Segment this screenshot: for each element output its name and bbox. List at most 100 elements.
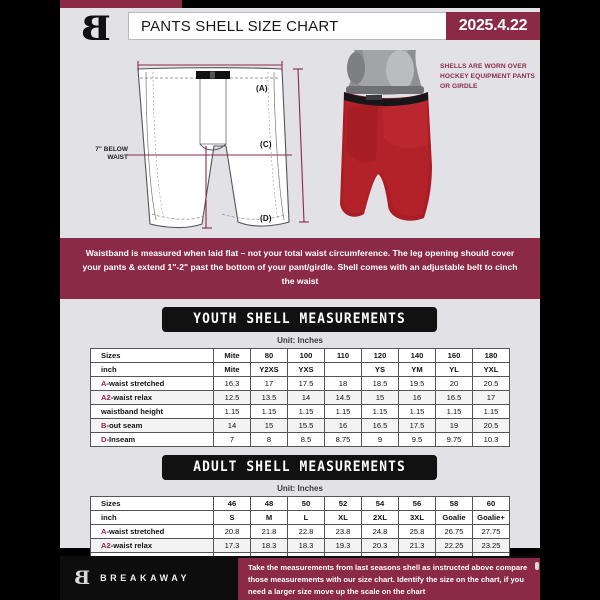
table-cell: 2XL bbox=[361, 509, 399, 525]
table-cell: 18.3 bbox=[287, 537, 325, 553]
photo-note: SHELLS ARE WORN OVER HOCKEY EQUIPMENT PA… bbox=[440, 63, 536, 91]
table-row: B-out seam 14 15 15.5 16 16.5 17.5 19 20.5 bbox=[90, 417, 510, 433]
table-cell: 60 bbox=[472, 495, 510, 511]
table-cell: YM bbox=[398, 361, 436, 377]
table-cell: 26.75 bbox=[435, 523, 473, 539]
table-cell: 14 bbox=[287, 389, 325, 405]
measure-code: A bbox=[101, 378, 107, 388]
table-cell: Mite bbox=[213, 361, 251, 377]
table-cell: 23.25 bbox=[472, 537, 510, 553]
table-cell: 18 bbox=[324, 375, 362, 391]
header: B PANTS SHELL SIZE CHART 2025.4.22 bbox=[60, 8, 540, 49]
table-cell: 1.15 bbox=[324, 403, 362, 419]
table-cell: 9 bbox=[361, 431, 399, 447]
diagram-label-c: (C) bbox=[260, 140, 272, 149]
table-cell: YL bbox=[435, 361, 473, 377]
table-cell: 22.8 bbox=[287, 523, 325, 539]
diagram-label-d: (D) bbox=[260, 214, 272, 223]
diagram-area: (A) (B) (C) (D) 7" BELOW WAIST bbox=[60, 42, 540, 238]
date-badge: 2025.4.22 bbox=[446, 12, 540, 40]
table-cell bbox=[324, 361, 362, 377]
table-row: A-waist stretched 20.8 21.8 22.8 23.8 24.8 25.… bbox=[90, 523, 510, 539]
product-photo bbox=[340, 50, 432, 221]
measure-code: A2 bbox=[101, 392, 111, 402]
table-cell: Y2XS bbox=[250, 361, 288, 377]
table-cell: 12.5 bbox=[213, 389, 251, 405]
table-cell: 8.5 bbox=[287, 431, 325, 447]
table-cell: 25.8 bbox=[398, 523, 436, 539]
table-cell: 14 bbox=[213, 417, 251, 433]
table-cell: 20.3 bbox=[361, 537, 399, 553]
pants-technical-drawing bbox=[126, 61, 309, 229]
content-panel: B PANTS SHELL SIZE CHART 2025.4.22 bbox=[60, 8, 540, 595]
table-cell: 80 bbox=[250, 347, 288, 363]
table-cell: 8.75 bbox=[324, 431, 362, 447]
table-cell: 21.8 bbox=[250, 523, 288, 539]
table-cell: 1.15 bbox=[398, 403, 436, 419]
table-cell: L bbox=[287, 509, 325, 525]
row-label: waistband height bbox=[90, 403, 214, 419]
table-cell: 22.25 bbox=[435, 537, 473, 553]
table-cell: Mite bbox=[213, 347, 251, 363]
scroll-indicator[interactable] bbox=[535, 562, 539, 570]
table-cell: 17.3 bbox=[213, 537, 251, 553]
table-cell: Goalie bbox=[435, 509, 473, 525]
table-cell: 21.3 bbox=[398, 537, 436, 553]
table-cell: 17 bbox=[250, 375, 288, 391]
table-cell: 17.5 bbox=[287, 375, 325, 391]
table-cell: 1.15 bbox=[361, 403, 399, 419]
table-cell: 15 bbox=[250, 417, 288, 433]
table-cell: M bbox=[250, 509, 288, 525]
table-cell: 19.5 bbox=[398, 375, 436, 391]
table-row: D-Inseam 7 8 8.5 8.75 9 9.5 9.75 10.3 bbox=[90, 431, 510, 447]
table-cell: 3XL bbox=[398, 509, 436, 525]
table-cell: 1.15 bbox=[250, 403, 288, 419]
footer-brand: B BREAKAWAY bbox=[74, 556, 374, 600]
table-cell: 1.15 bbox=[472, 403, 510, 419]
table-cell: 9.5 bbox=[398, 431, 436, 447]
table-row: A2-waist relax 12.5 13.5 14 14.5 15 16 16.5 17 bbox=[90, 389, 510, 405]
table-cell: 16.5 bbox=[435, 389, 473, 405]
youth-unit-label: Unit: Inches bbox=[277, 335, 323, 345]
table-row: inch S M L XL 2XL 3XL Goalie Goalie+ bbox=[90, 509, 510, 525]
row-label: Sizes bbox=[90, 495, 214, 511]
row-label: Sizes bbox=[90, 347, 214, 363]
table-cell: 16 bbox=[324, 417, 362, 433]
table-cell: 48 bbox=[250, 495, 288, 511]
table-cell: XL bbox=[324, 509, 362, 525]
table-cell: 15.5 bbox=[287, 417, 325, 433]
table-cell: S bbox=[213, 509, 251, 525]
top-accent-strip bbox=[60, 0, 182, 8]
table-cell: 46 bbox=[213, 495, 251, 511]
table-cell: 14.5 bbox=[324, 389, 362, 405]
breakaway-b-icon: B bbox=[74, 566, 91, 589]
table-cell: 27.75 bbox=[472, 523, 510, 539]
table-cell: 23.8 bbox=[324, 523, 362, 539]
waist-reference-note: 7" BELOW WAIST bbox=[95, 146, 128, 162]
table-cell: 20.5 bbox=[472, 417, 510, 433]
breakaway-b-icon: B bbox=[81, 9, 111, 49]
table-cell: 18.5 bbox=[361, 375, 399, 391]
table-cell: 24.8 bbox=[361, 523, 399, 539]
adult-section-header: ADULT SHELL MEASUREMENTS bbox=[60, 447, 540, 480]
table-cell: 19 bbox=[435, 417, 473, 433]
table-cell: 54 bbox=[361, 495, 399, 511]
table-cell: 160 bbox=[435, 347, 473, 363]
row-label: inch bbox=[90, 509, 214, 525]
table-cell: 15 bbox=[361, 389, 399, 405]
adult-section-title: ADULT SHELL MEASUREMENTS bbox=[162, 454, 438, 480]
footer-brand-name: BREAKAWAY bbox=[100, 573, 191, 583]
table-cell: YXL bbox=[472, 361, 510, 377]
page-title: PANTS SHELL SIZE CHART bbox=[141, 17, 339, 35]
table-cell: 50 bbox=[287, 495, 325, 511]
table-cell: 180 bbox=[472, 347, 510, 363]
table-cell: YS bbox=[361, 361, 399, 377]
table-cell: 17 bbox=[472, 389, 510, 405]
diagram-label-a: (A) bbox=[256, 84, 268, 93]
measure-code: D bbox=[101, 434, 107, 444]
row-label: B-out seam bbox=[90, 417, 214, 433]
youth-section-title: YOUTH SHELL MEASUREMENTS bbox=[162, 306, 438, 332]
table-row: Sizes Mite 80 100 110 120 140 160 180 bbox=[90, 347, 510, 363]
